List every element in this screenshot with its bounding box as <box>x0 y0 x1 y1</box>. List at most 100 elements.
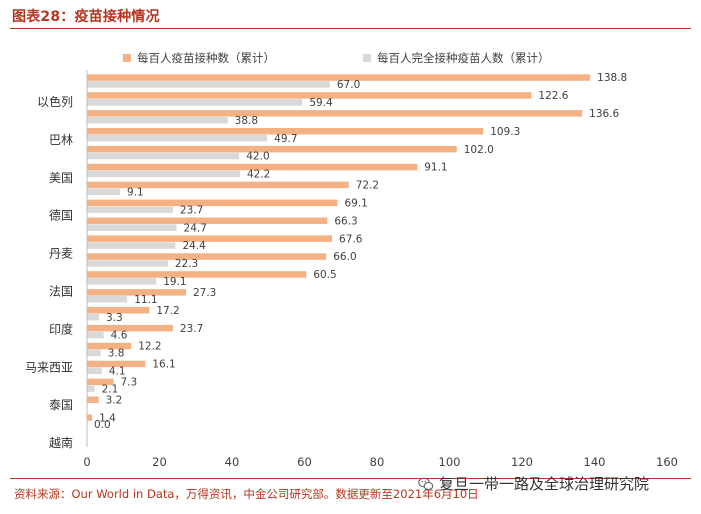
data-label: 49.7 <box>274 133 297 145</box>
data-label: 66.0 <box>333 251 356 263</box>
x-tick-label: 100 <box>439 455 461 469</box>
figure-title: 图表28：疫苗接种情况 <box>12 9 160 25</box>
bar-vaccination-doses <box>87 74 591 81</box>
title-divider <box>10 28 691 29</box>
data-label: 42.0 <box>246 151 269 163</box>
x-tick-label: 0 <box>83 455 90 469</box>
data-label: 38.8 <box>235 115 258 127</box>
bar-vaccination-doses <box>87 110 583 117</box>
data-label: 102.0 <box>464 144 494 156</box>
data-label: 3.8 <box>108 348 125 360</box>
bar-vaccination-doses <box>87 271 307 278</box>
x-tick-label: 60 <box>297 455 312 469</box>
x-tick-label: 160 <box>656 455 678 469</box>
bar-vaccination-doses <box>87 324 173 332</box>
data-label: 22.3 <box>175 258 198 270</box>
category-label: 法国 <box>49 285 73 299</box>
data-label: 59.4 <box>309 97 333 109</box>
bar-fully-vaccinated <box>87 242 176 249</box>
category-label: 丹麦 <box>49 247 73 261</box>
data-label: 11.1 <box>134 294 157 306</box>
data-label: 67.0 <box>337 79 360 91</box>
bar-fully-vaccinated <box>87 134 268 142</box>
bar-fully-vaccinated <box>87 367 102 375</box>
x-tick-label: 80 <box>370 455 385 469</box>
bar-vaccination-doses <box>87 145 457 153</box>
data-label: 109.3 <box>490 126 520 138</box>
bar-fully-vaccinated <box>87 206 173 213</box>
data-label: 66.3 <box>334 215 357 227</box>
data-label: 67.6 <box>339 233 363 245</box>
category-label: 马来西亚 <box>25 360 73 374</box>
data-label: 2.1 <box>102 383 119 395</box>
data-label: 9.1 <box>127 186 144 198</box>
bar-vaccination-doses <box>87 163 418 171</box>
data-label: 17.2 <box>156 305 179 317</box>
data-label: 136.6 <box>589 108 619 120</box>
data-label: 12.2 <box>138 341 161 353</box>
bar-fully-vaccinated <box>87 385 95 392</box>
bar-fully-vaccinated <box>87 278 157 285</box>
data-label: 0.0 <box>94 419 111 431</box>
data-label: 4.1 <box>109 365 126 377</box>
category-label: 美国 <box>49 171 73 185</box>
data-label: 72.2 <box>356 180 379 192</box>
data-label: 4.6 <box>111 330 128 342</box>
bar-vaccination-doses <box>87 181 349 189</box>
data-label: 122.6 <box>538 90 568 102</box>
bar-fully-vaccinated <box>87 349 101 357</box>
bar-fully-vaccinated <box>87 81 330 88</box>
bar-vaccination-doses <box>87 92 532 99</box>
bar-fully-vaccinated <box>87 296 128 303</box>
data-label: 7.3 <box>120 376 137 388</box>
bar-vaccination-doses <box>87 360 146 368</box>
x-tick-label: 120 <box>511 455 533 469</box>
bar-fully-vaccinated <box>87 188 120 196</box>
bar-vaccination-doses <box>87 396 99 403</box>
data-label: 3.2 <box>106 394 123 406</box>
data-label: 24.7 <box>184 222 207 234</box>
legend-label: 每百人完全接种疫苗人数（累计） <box>377 51 550 65</box>
bar-fully-vaccinated <box>87 152 240 160</box>
data-label: 138.8 <box>597 72 627 84</box>
data-label: 60.5 <box>313 269 336 281</box>
data-label: 27.3 <box>193 287 216 299</box>
source-note: 资料来源：Our World in Data，万得资讯，中金公司研究部。数据更新… <box>14 487 479 501</box>
bar-vaccination-doses <box>87 378 114 386</box>
bar-vaccination-doses <box>87 307 150 314</box>
legend-label: 每百人疫苗接种数（累计） <box>137 51 275 65</box>
bar-vaccination-doses <box>87 128 484 135</box>
data-label: 91.1 <box>424 162 447 174</box>
bar-fully-vaccinated <box>87 260 168 267</box>
bar-fully-vaccinated <box>87 99 303 106</box>
x-tick-label: 40 <box>225 455 240 469</box>
legend-swatch <box>123 54 131 62</box>
watermark: 复旦一带一路及全球治理研究院 <box>418 473 649 494</box>
bar-fully-vaccinated <box>87 313 99 321</box>
bar-vaccination-doses <box>87 235 333 242</box>
watermark-text: 复旦一带一路及全球治理研究院 <box>439 475 650 493</box>
category-label: 德国 <box>49 208 73 223</box>
bar-vaccination-doses <box>87 342 132 350</box>
bar-vaccination-doses <box>87 253 327 260</box>
data-label: 3.3 <box>106 312 123 324</box>
bar-fully-vaccinated <box>87 117 228 124</box>
data-label: 69.1 <box>344 197 367 209</box>
legend-swatch <box>363 54 371 62</box>
x-tick-label: 20 <box>152 455 167 469</box>
category-label: 越南 <box>49 435 73 450</box>
data-label: 23.7 <box>180 323 203 335</box>
bar-vaccination-doses <box>87 289 186 296</box>
data-label: 19.1 <box>163 276 186 288</box>
category-label: 泰国 <box>49 398 73 412</box>
data-label: 16.1 <box>152 359 175 371</box>
bar-fully-vaccinated <box>87 170 240 178</box>
x-tick-label: 140 <box>584 455 606 469</box>
source-divider <box>10 478 691 479</box>
data-label: 23.7 <box>180 204 203 216</box>
bar-fully-vaccinated <box>87 331 104 339</box>
bar-fully-vaccinated <box>87 224 177 231</box>
category-label: 以色列 <box>37 95 73 109</box>
bar-vaccination-doses <box>87 414 93 421</box>
